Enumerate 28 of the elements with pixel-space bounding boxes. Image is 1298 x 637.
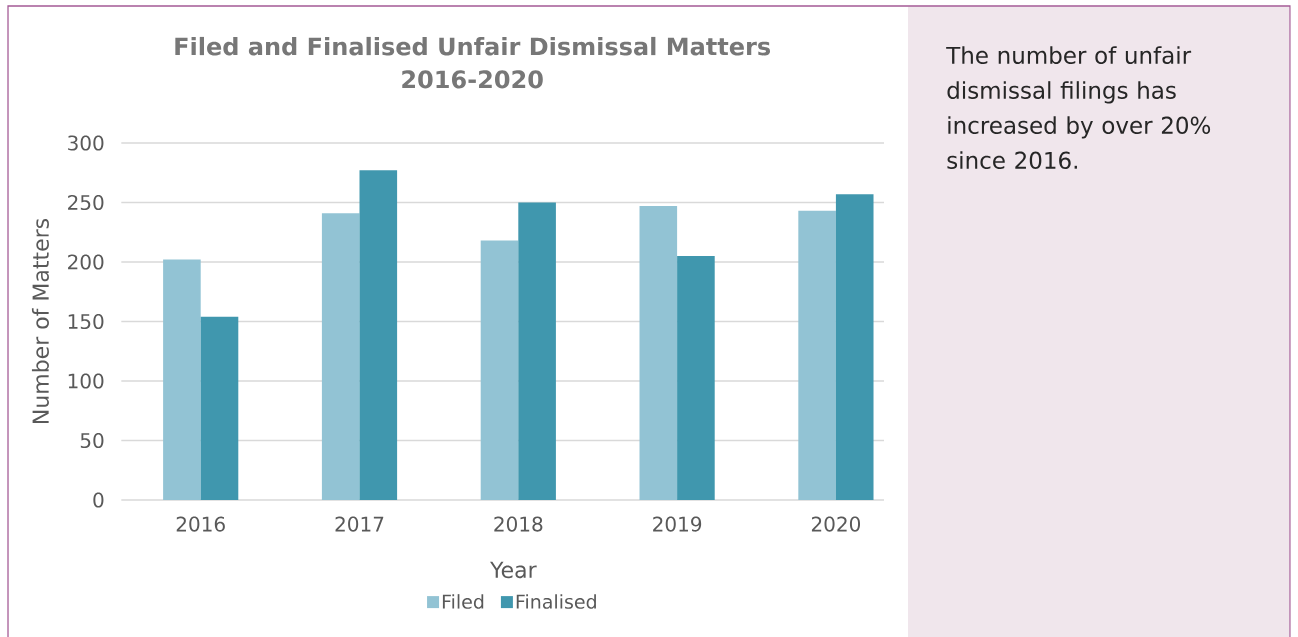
legend-label: Finalised bbox=[516, 594, 596, 609]
bar bbox=[518, 202, 556, 500]
x-tick-label: 2017 bbox=[335, 516, 384, 532]
bar bbox=[835, 194, 874, 500]
text: The number of unfair dismissal filings has increased by over 20% since 2016. bbox=[946, 46, 1211, 169]
bar bbox=[480, 240, 519, 500]
legend-label: Filed bbox=[442, 594, 484, 609]
x-tick-label: 2019 bbox=[653, 516, 702, 532]
x-tick-label: 2016 bbox=[176, 516, 225, 532]
y-tick-label: 150 bbox=[68, 313, 104, 330]
bar bbox=[359, 170, 398, 500]
y-tick-label: 200 bbox=[68, 254, 104, 270]
y-tick-label: 250 bbox=[68, 194, 104, 211]
y-tick-label: 0 bbox=[93, 492, 104, 508]
y-tick-label: 300 bbox=[68, 135, 104, 151]
x-tick-label: 2018 bbox=[494, 516, 543, 532]
bar bbox=[163, 259, 201, 500]
x-tick-label: 2020 bbox=[811, 516, 861, 532]
bar bbox=[798, 210, 836, 500]
y-tick-label: 50 bbox=[80, 432, 104, 449]
chart-title: Filed and Finalised Unfair Dismissal Matters 2016-2020 bbox=[175, 36, 771, 89]
bar bbox=[677, 256, 715, 500]
x-axis-title: Year bbox=[490, 561, 537, 579]
bar bbox=[200, 316, 239, 500]
bar bbox=[639, 206, 678, 500]
y-tick-label: 100 bbox=[68, 373, 104, 389]
bar bbox=[321, 213, 360, 500]
y-axis-title: Number of Matters bbox=[31, 218, 49, 423]
